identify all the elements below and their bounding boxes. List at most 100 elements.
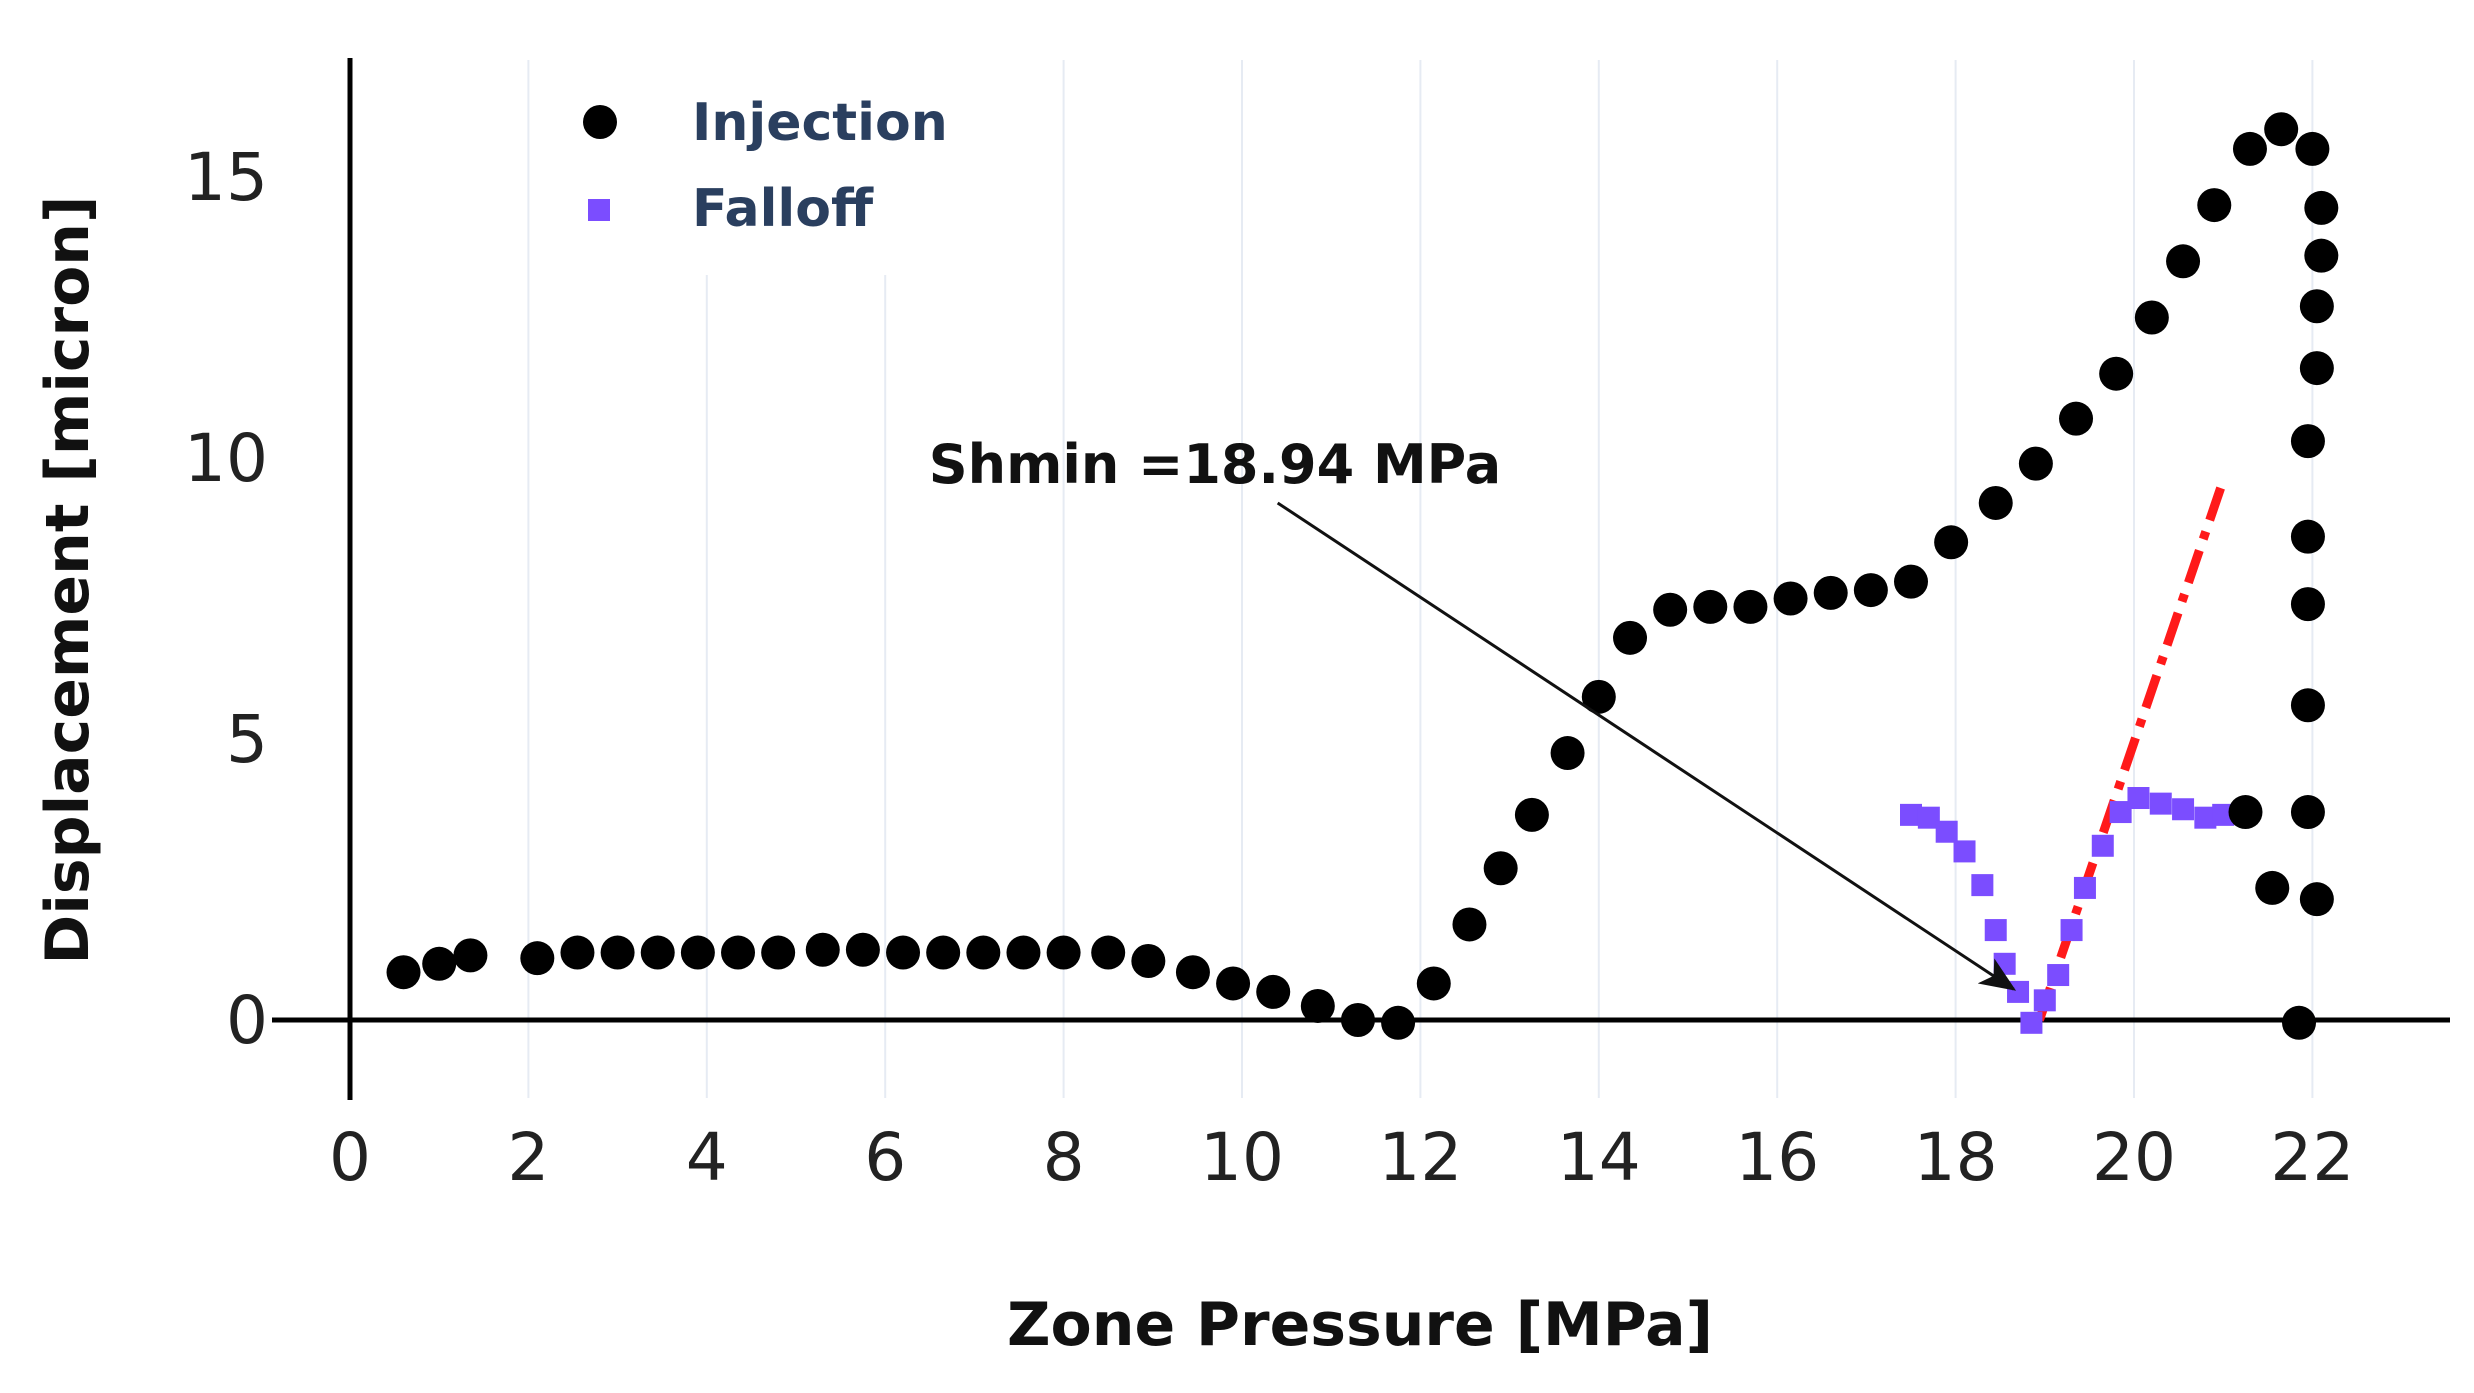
x-tick-label: 16 bbox=[1735, 1119, 1819, 1196]
injection-point bbox=[845, 932, 880, 967]
injection-point bbox=[2290, 795, 2325, 830]
injection-point bbox=[966, 935, 1001, 970]
x-tick-label: 14 bbox=[1557, 1119, 1641, 1196]
injection-point bbox=[2304, 190, 2339, 225]
injection-point bbox=[1773, 581, 1808, 616]
falloff-point bbox=[2007, 980, 2030, 1003]
legend-falloff-marker bbox=[588, 199, 610, 221]
injection-point bbox=[680, 935, 715, 970]
injection-point bbox=[2197, 188, 2232, 223]
injection-point bbox=[1216, 966, 1251, 1001]
falloff-point bbox=[2127, 787, 2150, 810]
falloff-point bbox=[1953, 840, 1976, 863]
injection-point bbox=[1483, 851, 1518, 886]
y-axis-title: Displacement [micron] bbox=[33, 196, 103, 965]
falloff-point bbox=[1935, 820, 1958, 843]
legend-background bbox=[540, 60, 960, 275]
injection-point bbox=[1091, 935, 1126, 970]
injection-point bbox=[600, 935, 635, 970]
injection-point bbox=[2299, 289, 2334, 324]
injection-point bbox=[805, 932, 840, 967]
injection-point bbox=[1381, 1005, 1416, 1040]
injection-point bbox=[453, 938, 488, 973]
injection-point bbox=[926, 935, 961, 970]
injection-point bbox=[640, 935, 675, 970]
y-tick-label: 5 bbox=[226, 701, 268, 778]
injection-point bbox=[2299, 351, 2334, 386]
injection-point bbox=[2018, 446, 2053, 481]
injection-point bbox=[1733, 589, 1768, 624]
injection-point bbox=[1175, 955, 1210, 990]
y-tick-labels: 0 5 10 15 bbox=[184, 139, 268, 1059]
falloff-point bbox=[2033, 989, 2056, 1012]
injection-point bbox=[1416, 966, 1451, 1001]
injection-point bbox=[1934, 525, 1969, 560]
injection-point bbox=[1046, 935, 1081, 970]
injection-point bbox=[2255, 870, 2290, 905]
y-tick-label: 0 bbox=[226, 982, 268, 1059]
injection-point bbox=[1256, 974, 1291, 1009]
x-tick-label: 4 bbox=[686, 1119, 728, 1196]
injection-point bbox=[2264, 112, 2299, 147]
injection-point bbox=[1894, 564, 1928, 599]
injection-point bbox=[520, 941, 555, 976]
series-injection bbox=[386, 112, 2339, 1040]
annotation-arrow bbox=[1276, 501, 2017, 991]
injection-point bbox=[2299, 882, 2334, 917]
falloff-point bbox=[2047, 964, 2070, 987]
series-falloff bbox=[1900, 787, 2235, 1034]
injection-point bbox=[2304, 238, 2339, 273]
injection-point bbox=[761, 935, 796, 970]
injection-point bbox=[1693, 589, 1728, 624]
falloff-point bbox=[1917, 806, 1940, 829]
injection-point bbox=[2059, 401, 2094, 436]
annotation-label: Shmin =18.94 MPa bbox=[929, 433, 1502, 496]
injection-point bbox=[2134, 300, 2169, 335]
injection-point bbox=[386, 955, 421, 990]
injection-point bbox=[886, 935, 921, 970]
y-tick-label: 15 bbox=[184, 139, 268, 216]
injection-point bbox=[721, 935, 756, 970]
injection-point bbox=[2295, 131, 2330, 166]
injection-point bbox=[1131, 943, 1166, 978]
injection-point bbox=[1813, 575, 1848, 610]
legend[interactable]: Injection Falloff bbox=[583, 93, 948, 239]
falloff-point bbox=[2172, 798, 2195, 821]
falloff-point bbox=[2020, 1011, 2043, 1034]
injection-point bbox=[1452, 907, 1487, 942]
legend-falloff-label[interactable]: Falloff bbox=[692, 179, 874, 239]
falloff-point bbox=[1900, 803, 1922, 826]
falloff-point bbox=[1984, 919, 2007, 942]
injection-point bbox=[1006, 935, 1041, 970]
falloff-point bbox=[2091, 834, 2114, 857]
injection-point bbox=[2290, 587, 2325, 622]
legend-injection-label[interactable]: Injection bbox=[692, 93, 948, 153]
injection-point bbox=[2290, 424, 2325, 459]
injection-point bbox=[2099, 356, 2134, 391]
injection-point bbox=[1581, 679, 1616, 714]
x-tick-labels: 0 2 4 6 8 10 12 14 16 18 20 22 bbox=[329, 1119, 2354, 1196]
x-tick-label: 12 bbox=[1378, 1119, 1462, 1196]
injection-point bbox=[1300, 988, 1335, 1023]
injection-point bbox=[560, 935, 595, 970]
falloff-point bbox=[2149, 792, 2172, 815]
x-tick-label: 2 bbox=[507, 1119, 549, 1196]
injection-point bbox=[1550, 736, 1585, 771]
x-tick-label: 18 bbox=[1914, 1119, 1998, 1196]
injection-point bbox=[2228, 795, 2263, 830]
injection-point bbox=[1514, 797, 1549, 832]
injection-point bbox=[1613, 620, 1648, 655]
x-tick-label: 0 bbox=[329, 1119, 371, 1196]
x-tick-label: 6 bbox=[864, 1119, 906, 1196]
x-tick-label: 22 bbox=[2270, 1119, 2354, 1196]
injection-point bbox=[422, 946, 457, 981]
injection-point bbox=[1653, 592, 1688, 627]
x-gridlines bbox=[527, 60, 2314, 1098]
falloff-point bbox=[2194, 806, 2217, 829]
injection-point bbox=[2290, 688, 2325, 723]
x-tick-label: 10 bbox=[1200, 1119, 1284, 1196]
legend-injection-marker bbox=[583, 105, 617, 139]
injection-point bbox=[1853, 573, 1888, 608]
falloff-point bbox=[2212, 803, 2235, 826]
